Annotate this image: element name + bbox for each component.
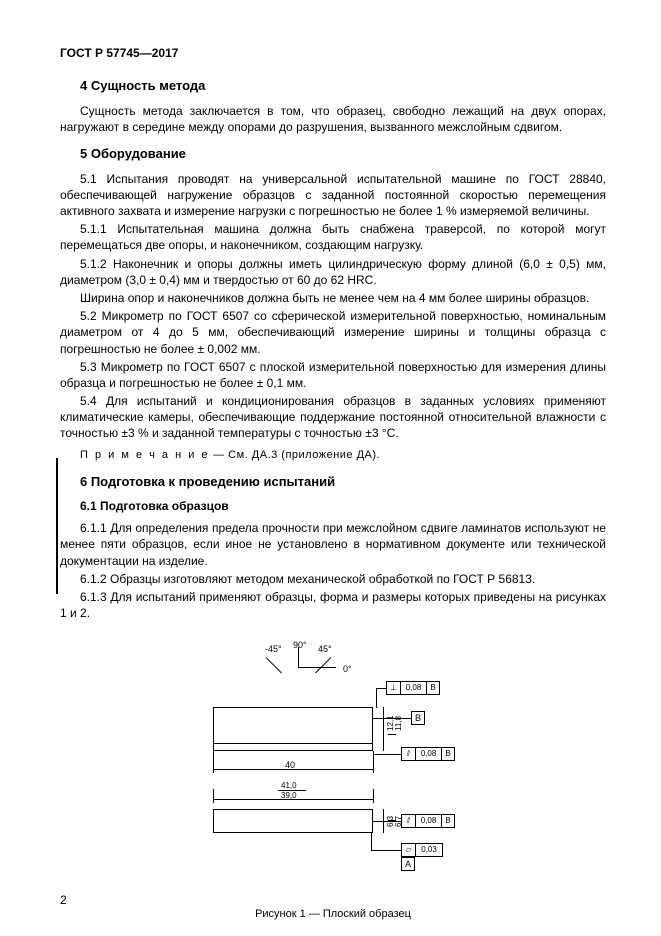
tol-para2-val: 0,08 [416, 815, 442, 827]
angle-0: 0° [343, 663, 352, 675]
s5-p512b: Ширина опор и наконечников должна быть н… [60, 290, 606, 306]
note-label: П р и м е ч а н и е [80, 449, 210, 461]
change-bar-2 [56, 578, 58, 594]
s5-p511: 5.1.1 Испытательная машина должна быть с… [60, 221, 606, 253]
dim-h-sep [388, 734, 396, 735]
s6-p612: 6.1.2 Образцы изготовляют методом механи… [60, 571, 606, 587]
tol-flat-val: 0,03 [416, 844, 442, 856]
tol-para2: ⫽ 0,08 В [401, 814, 455, 828]
rect-bottom [213, 809, 373, 833]
dim-40: 40 [285, 759, 295, 771]
section-4-heading: 4 Сущность метода [80, 77, 606, 95]
dim-118: 11,8 [395, 716, 403, 731]
compass-d1 [266, 657, 282, 673]
tol-para1-sym: ⫽ [402, 748, 416, 760]
s5-note: П р и м е ч а н и е — См. ДА.3 (приложен… [80, 448, 606, 463]
dim-41-ext2 [373, 789, 374, 803]
angle-90: 90° [293, 639, 307, 651]
dim-h-line [383, 707, 384, 751]
tol-flat-leader [371, 850, 401, 851]
s6-p611: 6.1.1 Для определения предела прочности … [60, 520, 606, 569]
tol-perp-ref: В [427, 682, 439, 694]
tol-para2-ref: В [442, 815, 454, 827]
s5-p53: 5.3 Микрометр по ГОСТ 6507 с плоской изм… [60, 359, 606, 391]
note-text: — См. ДА.3 (приложение ДА). [210, 449, 381, 461]
dim-41-sep [278, 790, 306, 791]
tol-flat: ▱ 0,03 [401, 843, 443, 857]
tol-para2-sym: ⫽ [402, 815, 416, 827]
s5-p54: 5.4 Для испытаний и кондиционирования об… [60, 393, 606, 442]
s4-p1: Сущность метода заключается в том, что о… [60, 103, 606, 135]
rect-top [213, 707, 373, 751]
s5-p51: 5.1 Испытания проводят на универсальной … [60, 171, 606, 220]
tol-perp-leader2 [376, 688, 386, 689]
tol-flat-sym: ▱ [402, 844, 416, 856]
change-bar-1 [56, 458, 58, 578]
figure-1: 90° -45° 45° 0° ⊥ 0,08 В В 12,1 11,8 ⫽ 0… [173, 639, 493, 899]
rect-top-inner [213, 743, 373, 744]
datum-b: В [411, 711, 425, 725]
tol-perp-sym: ⊥ [387, 682, 401, 694]
tol-perp-val: 0,08 [401, 682, 427, 694]
angle-p45: 45° [318, 643, 332, 655]
subsection-6-1-heading: 6.1 Подготовка образцов [80, 498, 606, 514]
s5-p52: 5.2 Микрометр по ГОСТ 6507 со сферическо… [60, 308, 606, 357]
tol-para1-leader [373, 754, 401, 755]
angle-m45: -45° [265, 643, 282, 655]
section-6-heading: 6 Подготовка к проведению испытаний [80, 473, 606, 491]
dim-40-ext1 [213, 751, 214, 773]
dim-39: 39,0 [281, 791, 297, 802]
s5-p512: 5.1.2 Наконечник и опоры должны иметь ци… [60, 256, 606, 288]
tol-para1-ref: В [442, 748, 454, 760]
dim-40-ext2 [373, 751, 374, 773]
document-id: ГОСТ Р 57745—2017 [60, 45, 606, 61]
tol-para1: ⫽ 0,08 В [401, 747, 455, 761]
tol-perp: ⊥ 0,08 В [386, 681, 440, 695]
tol-para2-leader [373, 821, 401, 822]
page-number: 2 [60, 892, 67, 908]
tol-para1-val: 0,08 [416, 748, 442, 760]
compass-v [298, 647, 299, 667]
section-5-heading: 5 Оборудование [80, 145, 606, 163]
figure-1-caption: Рисунок 1 — Плоский образец [60, 907, 606, 922]
dim-41-ext1 [213, 789, 214, 803]
tol-flat-leader2 [371, 833, 372, 850]
tol-perp-leader [376, 688, 377, 708]
compass-h [298, 667, 336, 668]
compass-d2 [315, 657, 331, 673]
s6-p613: 6.1.3 Для испытаний применяют образцы, ф… [60, 589, 606, 621]
datum-a: А [401, 857, 415, 871]
